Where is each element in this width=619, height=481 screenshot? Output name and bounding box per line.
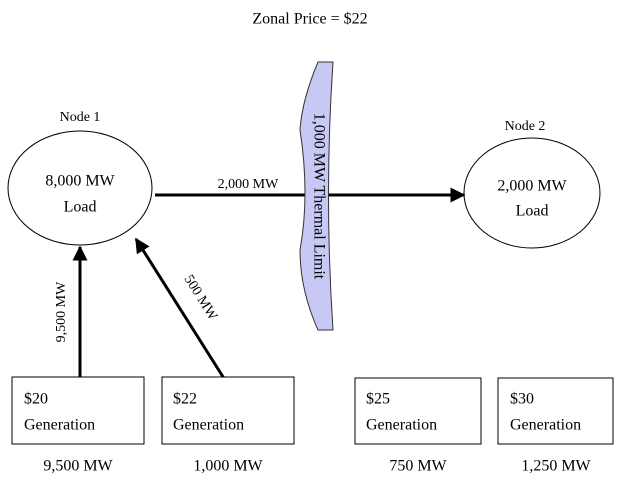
flow-label: 9,500 MW <box>54 281 69 342</box>
flow-label: 2,000 MW <box>218 177 279 192</box>
generator-price: $20 <box>24 391 48 408</box>
generator-output: 1,250 MW <box>521 458 591 475</box>
flow-label: 500 MW <box>181 273 221 324</box>
generator-output: 750 MW <box>389 458 447 475</box>
generator-output: 1,000 MW <box>193 458 263 475</box>
title: Zonal Price = $22 <box>252 11 367 28</box>
generator-box <box>11 376 145 445</box>
node-kind: Load <box>516 203 549 220</box>
constraint-label: 1,000 MW Thermal Limit <box>310 113 327 280</box>
generator-price: $22 <box>173 391 197 408</box>
generator-box <box>497 377 614 445</box>
node-name: Node 1 <box>60 110 101 125</box>
node-load: 2,000 MW <box>497 178 567 195</box>
flow-arrow <box>134 237 227 381</box>
generator-label: Generation <box>24 417 95 434</box>
node-load: 8,000 MW <box>45 173 115 190</box>
generator-label: Generation <box>510 417 581 434</box>
node-kind: Load <box>64 199 97 216</box>
generator-box <box>161 376 295 445</box>
generator-output: 9,500 MW <box>43 458 113 475</box>
node-name: Node 2 <box>505 119 546 134</box>
generator-label: Generation <box>173 417 244 434</box>
node <box>7 130 153 246</box>
generator-price: $30 <box>510 391 534 408</box>
thermal-limit <box>299 61 334 331</box>
generator-label: Generation <box>366 417 437 434</box>
generator-price: $25 <box>366 391 390 408</box>
generator-box <box>354 377 482 445</box>
